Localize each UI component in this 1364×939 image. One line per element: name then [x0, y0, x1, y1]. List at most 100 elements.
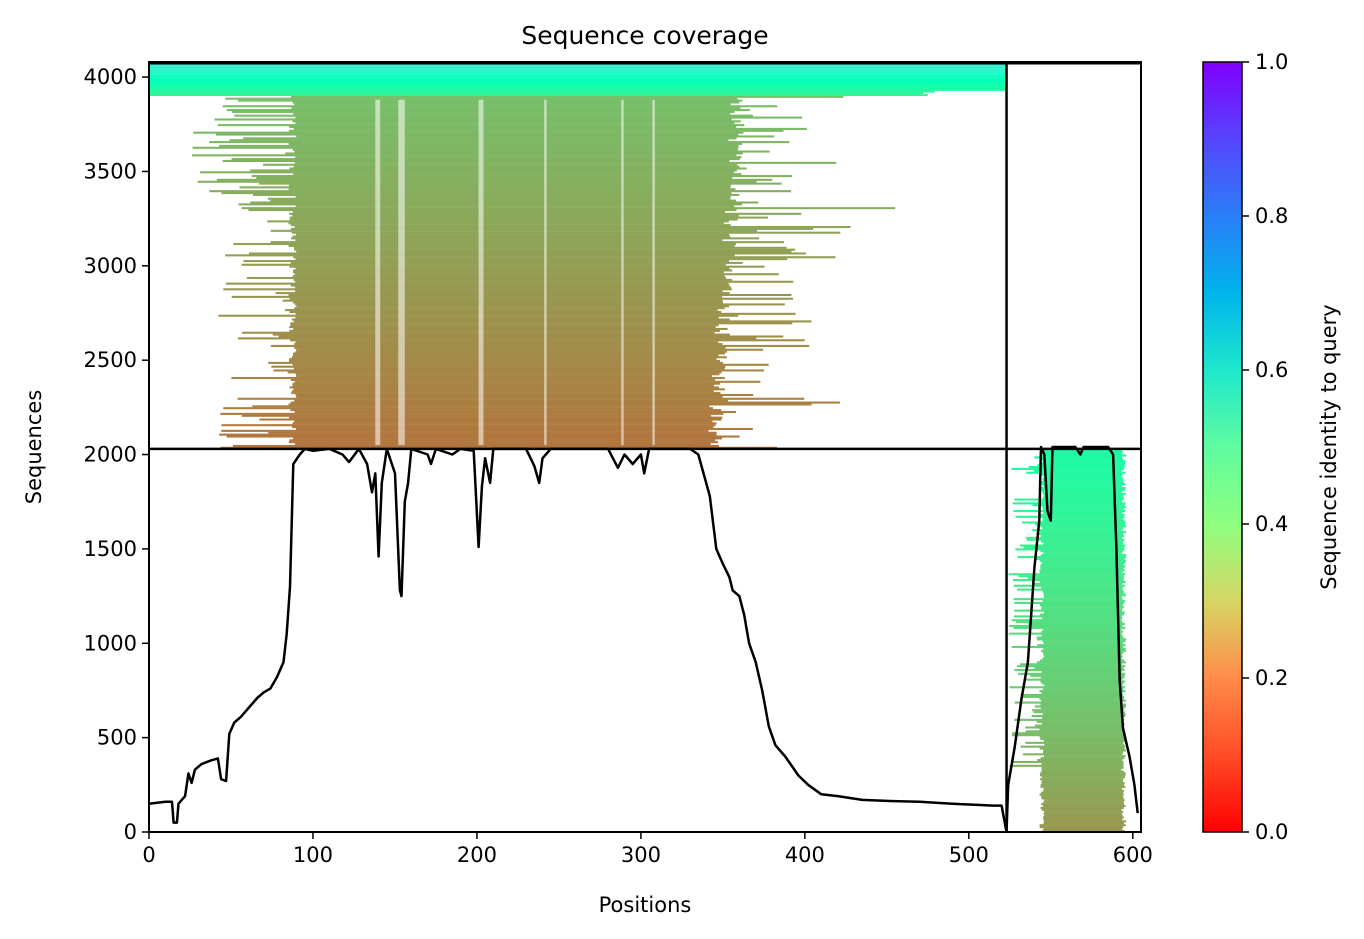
msa-row-chain2: [1042, 479, 1123, 482]
msa-row-chain2: [1044, 810, 1124, 813]
msa-row-chain1-top: [149, 87, 1007, 90]
msa-row-chain2: [1043, 653, 1122, 656]
msa-row-chain2: [1039, 571, 1123, 574]
msa-row-chain2: [1039, 774, 1126, 777]
msa-row-chain1: [293, 173, 742, 176]
msa-row-chain2: [1043, 820, 1127, 823]
msa-row-chain2: [1041, 630, 1123, 633]
msa-row-chain2: [1040, 703, 1127, 706]
msa-row-chain2: [1039, 736, 1126, 739]
msa-row-chain2: [1009, 764, 1124, 767]
msa-row-chain1: [289, 339, 805, 342]
msa-row-chain2: [1016, 665, 1126, 668]
chart-title: Sequence coverage: [521, 21, 768, 50]
msa-row-chain2: [1020, 544, 1126, 547]
msa-row-chain2: [1040, 462, 1126, 465]
msa-row-chain1: [293, 352, 725, 355]
msa-row-chain2: [1041, 682, 1124, 685]
msa-row-chain2: [1042, 508, 1124, 511]
msa-row-chain2: [1040, 554, 1127, 557]
msa-row-chain2: [1040, 783, 1125, 787]
msa-row-chain2: [1042, 490, 1122, 493]
colorbar-ticks: 0.0 0.2 0.4 0.6 0.8 1.0: [1242, 50, 1288, 844]
msa-row-chain2: [1025, 536, 1123, 539]
msa-row-chain1: [294, 410, 737, 414]
msa-row-chain1: [282, 299, 723, 302]
msa-row-chain2: [1039, 824, 1126, 827]
msa-row-chain1: [293, 354, 719, 357]
msa-row-chain1: [288, 222, 725, 225]
msa-row-chain2: [1015, 548, 1125, 551]
msa-row-chain1: [291, 231, 841, 234]
msa-row-chain2: [1040, 540, 1124, 543]
msa-row-chain2: [1042, 517, 1124, 520]
msa-row-chain1: [293, 127, 807, 130]
msa-row-chain2: [1040, 676, 1125, 679]
msa-row-chain2: [1043, 818, 1123, 821]
msa-row-chain1: [250, 201, 759, 204]
msa-row-chain1: [294, 346, 726, 349]
msa-row-chain2: [1034, 667, 1124, 670]
y-tick-label: 1500: [84, 537, 137, 561]
msa-row-chain2: [1041, 699, 1126, 702]
msa-row-chain2: [1043, 594, 1127, 597]
msa-row-chain2: [1042, 657, 1122, 660]
y-axis-label: Sequences: [22, 390, 46, 505]
msa-row-chain1-top: [149, 82, 1007, 85]
msa-row-chain2: [1043, 552, 1122, 555]
msa-row-chain2: [1041, 481, 1124, 484]
msa-row-chain2: [1014, 718, 1125, 721]
msa-row-chain2: [1041, 803, 1125, 806]
msa-row-chain2: [1036, 532, 1124, 536]
x-axis-label: Positions: [599, 893, 692, 917]
msa-row-chain1: [292, 301, 723, 304]
msa-row-chain2: [1041, 473, 1123, 476]
msa-row-chain2: [1028, 623, 1125, 626]
gap-column: [652, 99, 655, 446]
msa-row-chain2: [1037, 464, 1125, 467]
msa-row-chain1: [246, 276, 726, 280]
msa-row-chain1: [289, 218, 738, 221]
msa-row-chain2: [1020, 745, 1126, 748]
y-tick-label: 2000: [84, 443, 137, 467]
msa-row-chain2: [1020, 693, 1123, 696]
msa-row-chain1: [248, 252, 806, 255]
msa-row-chain1: [296, 233, 729, 236]
y-tick-label: 0: [124, 820, 137, 844]
msa-row-chain2: [1022, 521, 1126, 524]
msa-row-chain1-top: [149, 88, 1007, 91]
msa-row-chain2: [1013, 509, 1126, 513]
msa-row-chain1: [295, 267, 730, 270]
msa-row-chain2: [1043, 749, 1127, 752]
msa-row-chain2: [1022, 753, 1123, 756]
msa-row-chain1: [291, 356, 727, 359]
msa-row-chain2: [1039, 728, 1123, 731]
msa-row-chain2: [1040, 531, 1127, 534]
msa-row-chain1-top: [149, 83, 1007, 86]
msa-row-chain2: [1044, 743, 1125, 746]
msa-row-chain1: [290, 224, 731, 227]
msa-row-chain1: [239, 186, 731, 189]
msa-row-chain2: [1041, 791, 1124, 794]
msa-row-chain2: [1041, 768, 1122, 771]
msa-row-chain2: [1009, 686, 1125, 689]
msa-row-chain1: [288, 441, 719, 444]
msa-row-chain1: [285, 309, 718, 312]
msa-row-chain1: [295, 427, 753, 431]
msa-row-chain2: [1040, 534, 1125, 538]
msa-row-chain1: [290, 95, 844, 98]
msa-row-chain1: [295, 239, 723, 242]
msa-row-chain2: [1041, 762, 1124, 765]
msa-row-chain1: [292, 422, 717, 425]
x-tick-label: 300: [621, 843, 661, 867]
msa-row-chain2: [1039, 793, 1124, 796]
gap-column: [544, 99, 547, 446]
msa-row-chain1: [278, 335, 784, 338]
msa-row-chain2: [1042, 688, 1124, 691]
msa-row-chain1: [263, 163, 738, 166]
msa-row-chain1: [220, 412, 724, 415]
msa-row-chain1: [293, 437, 723, 440]
msa-row-chain2: [1042, 651, 1124, 654]
msa-row-chain1: [268, 361, 724, 364]
msa-row-chain2: [1025, 730, 1125, 733]
